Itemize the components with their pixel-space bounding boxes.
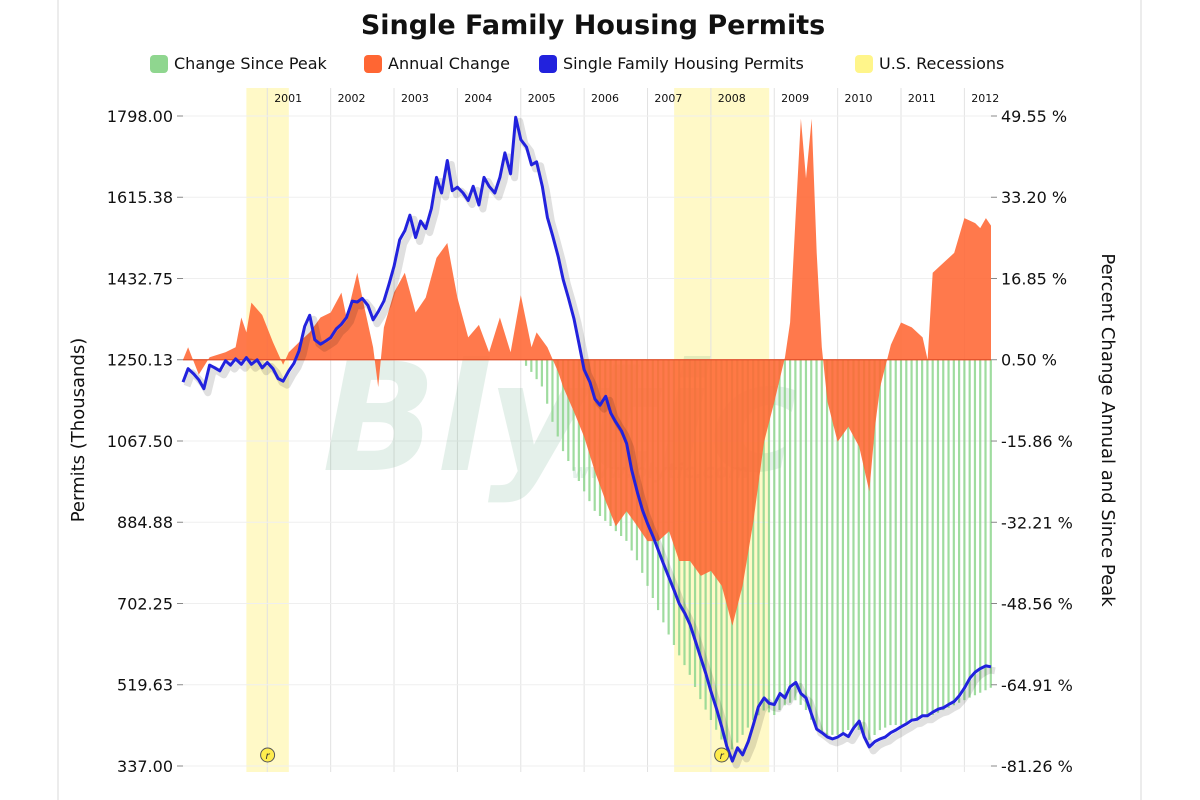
right-tick-label-3: 0.50 %	[1001, 351, 1057, 370]
year-label-2007: 2007	[654, 92, 682, 105]
right-tick-label-2: 16.85 %	[1001, 269, 1067, 288]
year-label-2002: 2002	[338, 92, 366, 105]
right-axis-ticks: 49.55 % 33.20 % 16.85 % 0.50 % -15.86 % -32.2…	[991, 107, 1073, 776]
series-annual-change	[183, 118, 991, 626]
permits-line	[181, 115, 992, 763]
right-tick-label-4: -15.86 %	[1001, 432, 1073, 451]
recession-marker-label-1: r	[720, 751, 725, 762]
recession-marker-0	[260, 747, 276, 763]
legend-swatch-us-recessions	[855, 55, 873, 73]
series-permits	[181, 115, 996, 769]
legend: Change Since Peak Annual Change Single F…	[150, 54, 1004, 73]
legend-item-annual-change[interactable]: Annual Change	[364, 54, 510, 73]
legend-label-change-since-peak: Change Since Peak	[174, 54, 328, 73]
right-tick-label-0: 49.55 %	[1001, 107, 1067, 126]
year-label-2010: 2010	[845, 92, 873, 105]
left-tick-label-8: 337.00	[117, 757, 173, 776]
year-label-2001: 2001	[274, 92, 302, 105]
left-axis-ticks: 1798.00 1615.38 1432.75 1250.13 1067.50 884.8…	[107, 107, 183, 776]
year-label-2006: 2006	[591, 92, 619, 105]
annual-change-area	[183, 118, 991, 626]
legend-item-change-since-peak[interactable]: Change Since Peak	[150, 54, 328, 73]
left-tick-label-6: 702.25	[117, 595, 173, 614]
legend-item-permits[interactable]: Single Family Housing Permits	[539, 54, 804, 73]
y-axis-left-title: Permits (Thousands)	[68, 338, 89, 523]
year-labels: 2001 2002 2003 2004 2005 2006 2007 2008 2009 2010…	[274, 92, 999, 105]
legend-label-annual-change: Annual Change	[388, 54, 510, 73]
left-tick-label-1: 1615.38	[107, 188, 173, 207]
legend-item-us-recessions[interactable]: U.S. Recessions	[855, 54, 1004, 73]
year-label-2004: 2004	[464, 92, 492, 105]
legend-swatch-change-since-peak	[150, 55, 168, 73]
recession-marker-label-0: r	[266, 751, 271, 762]
year-label-2012: 2012	[971, 92, 999, 105]
right-tick-label-6: -48.56 %	[1001, 595, 1073, 614]
year-label-2008: 2008	[718, 92, 746, 105]
left-tick-label-2: 1432.75	[107, 270, 173, 289]
right-tick-label-7: -64.91 %	[1001, 676, 1073, 695]
year-label-2009: 2009	[781, 92, 809, 105]
left-tick-label-7: 519.63	[117, 676, 173, 695]
chart-title: Single Family Housing Permits	[361, 10, 825, 41]
year-label-2003: 2003	[401, 92, 429, 105]
right-tick-label-5: -32.21 %	[1001, 513, 1073, 532]
left-tick-label-3: 1250.13	[107, 351, 173, 370]
recession-marker-1	[714, 747, 730, 763]
left-tick-label-4: 1067.50	[107, 432, 173, 451]
legend-label-us-recessions: U.S. Recessions	[879, 54, 1004, 73]
legend-label-permits: Single Family Housing Permits	[563, 54, 804, 73]
legend-swatch-annual-change	[364, 55, 382, 73]
right-tick-label-1: 33.20 %	[1001, 188, 1067, 207]
legend-swatch-permits	[539, 55, 557, 73]
left-tick-label-0: 1798.00	[107, 107, 173, 126]
year-label-2011: 2011	[908, 92, 936, 105]
left-tick-label-5: 884.88	[117, 513, 173, 532]
right-tick-label-8: -81.26 %	[1001, 757, 1073, 776]
year-label-2005: 2005	[528, 92, 556, 105]
y-axis-right-title: Percent Change Annual and Since Peak	[1097, 253, 1118, 607]
